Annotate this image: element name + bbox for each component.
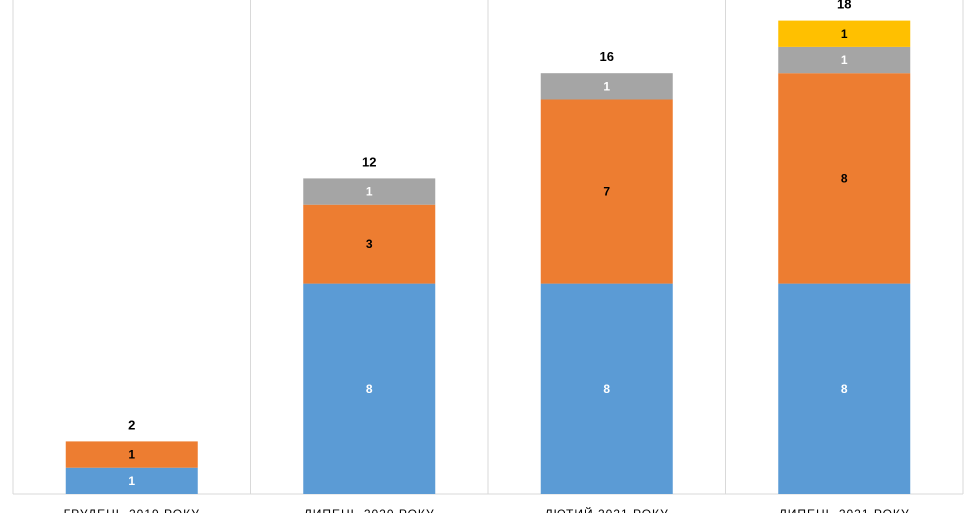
segment-value-label: 8 [841, 171, 848, 185]
segment-value-label: 1 [128, 448, 135, 462]
bar-segment [778, 46, 911, 74]
category-dividers [12, 0, 964, 494]
total-value-label: 18 [837, 0, 851, 12]
segment-value-label: 8 [841, 382, 848, 396]
bar-segment [540, 99, 673, 284]
segment-value-label: 8 [366, 382, 373, 396]
segment-labels: 1 1 8 3 1 8 7 1 8 8 1 1 [128, 27, 848, 488]
bar-segment [303, 178, 436, 205]
bar-segment [303, 204, 436, 284]
total-value-label: 2 [128, 417, 135, 432]
category-label: ГРУДЕНЬ 2019 РОКУ [64, 507, 200, 513]
segment-value-label: 1 [841, 27, 848, 41]
bar-segment [540, 283, 673, 494]
segment-value-label: 8 [603, 382, 610, 396]
bar-segment [778, 283, 911, 494]
bar-segment [65, 467, 198, 494]
segment-value-label: 1 [128, 474, 135, 488]
total-value-label: 16 [600, 49, 614, 64]
bar-segment [778, 73, 911, 284]
segment-value-label: 7 [603, 185, 610, 199]
segment-value-label: 1 [366, 185, 373, 199]
segment-value-label: 1 [841, 53, 848, 67]
segment-value-label: 1 [603, 79, 610, 93]
category-label: ЛИПЕНЬ 2020 РОКУ [304, 507, 435, 513]
bar-group [65, 20, 911, 494]
bar-segment [65, 441, 198, 468]
category-labels: ГРУДЕНЬ 2019 РОКУ ЛИПЕНЬ 2020 РОКУ ЛЮТИЙ 2… [64, 506, 910, 518]
bar-segment [540, 73, 673, 100]
category-label: ЛИПЕНЬ 2021 РОКУ [779, 507, 910, 513]
bar-segment [303, 283, 436, 494]
category-label: ЛЮТИЙ 2021 РОКУ [545, 506, 669, 513]
total-value-label: 12 [362, 154, 376, 169]
bar-segment [778, 20, 911, 47]
segment-value-label: 3 [366, 237, 373, 251]
